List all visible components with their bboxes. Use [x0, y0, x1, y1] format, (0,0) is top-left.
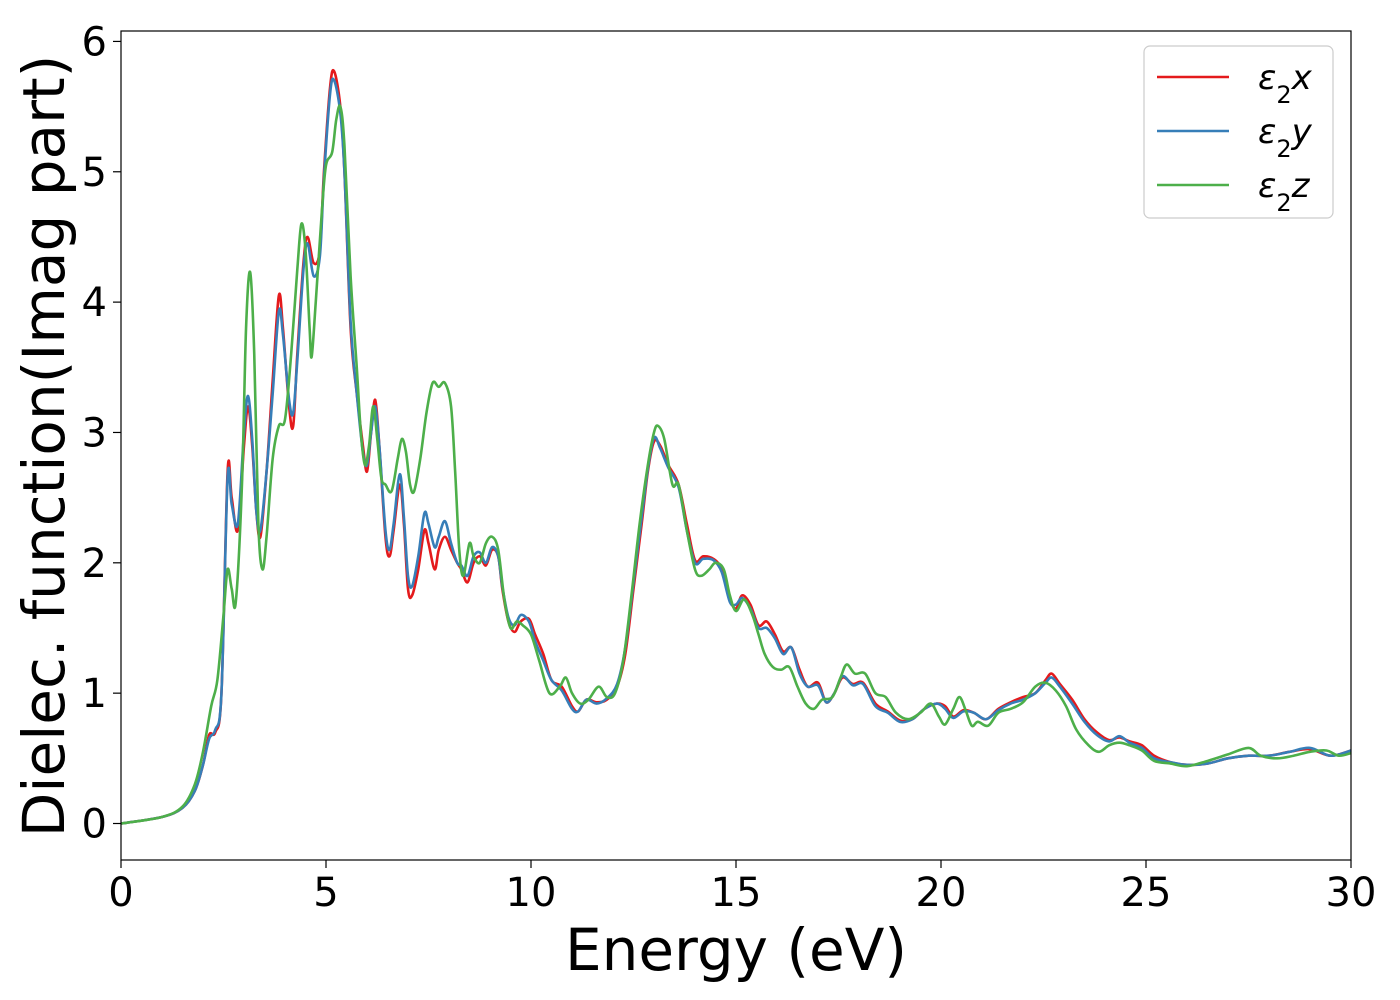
x-tick-label: 15	[711, 870, 762, 916]
y-axis-label: Dielec. function(Imag part)	[10, 55, 78, 838]
x-tick-label: 30	[1326, 870, 1377, 916]
y-tick-label: 1	[82, 671, 107, 717]
series-line-z	[120, 104, 1352, 825]
y-tick-label: 4	[82, 280, 107, 326]
y-tick-label: 5	[82, 150, 107, 196]
x-tick-label: 0	[108, 870, 133, 916]
y-tick-label: 0	[82, 802, 107, 848]
series-layer	[120, 68, 1352, 825]
y-tick-label: 2	[82, 541, 107, 587]
x-tick-label: 25	[1121, 870, 1172, 916]
x-tick-label: 5	[313, 870, 338, 916]
legend-label-x: ε2x	[1258, 58, 1313, 109]
y-axis-ticks: 0 1 2 3 4 5 6	[82, 19, 121, 848]
series-line-y	[120, 77, 1352, 825]
y-tick-label: 3	[82, 410, 107, 456]
legend-box	[1143, 45, 1334, 219]
x-axis-ticks: 0 5 10 15 20 25 30	[108, 860, 1376, 916]
x-axis-label: Energy (eV)	[565, 916, 907, 984]
legend-label-z: ε2z	[1258, 166, 1311, 217]
x-tick-label: 10	[506, 870, 557, 916]
y-tick-label: 6	[82, 19, 107, 65]
legend-label-y: ε2y	[1258, 112, 1313, 163]
x-tick-label: 20	[916, 870, 967, 916]
